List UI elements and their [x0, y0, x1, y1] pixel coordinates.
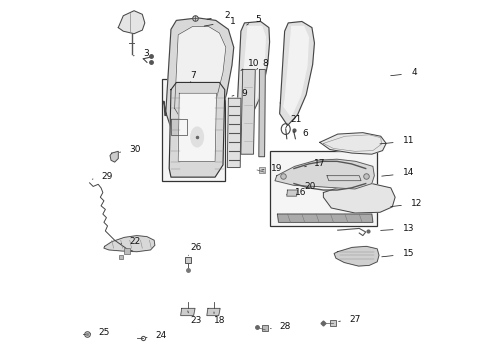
Text: 7: 7 — [190, 71, 196, 80]
Text: 30: 30 — [129, 145, 140, 154]
Text: 9: 9 — [241, 89, 246, 98]
Polygon shape — [178, 93, 216, 161]
Text: 29: 29 — [101, 172, 112, 181]
Text: 12: 12 — [410, 199, 422, 208]
Text: 16: 16 — [294, 188, 305, 197]
Text: 27: 27 — [348, 315, 360, 324]
Polygon shape — [118, 11, 144, 34]
Polygon shape — [206, 309, 220, 316]
Polygon shape — [284, 27, 308, 116]
Text: 5: 5 — [255, 15, 261, 24]
Text: 4: 4 — [410, 68, 416, 77]
Polygon shape — [180, 309, 195, 316]
Polygon shape — [286, 190, 297, 196]
Ellipse shape — [190, 127, 203, 147]
Text: 21: 21 — [290, 114, 301, 123]
Polygon shape — [110, 151, 118, 162]
Polygon shape — [277, 214, 372, 222]
Polygon shape — [227, 98, 241, 167]
Polygon shape — [333, 246, 378, 266]
Polygon shape — [241, 69, 255, 154]
Bar — [162, 79, 224, 181]
Polygon shape — [236, 22, 269, 126]
Text: 19: 19 — [271, 164, 283, 173]
Polygon shape — [163, 18, 233, 134]
Text: 11: 11 — [402, 136, 414, 145]
Text: 1: 1 — [230, 17, 235, 26]
Polygon shape — [104, 235, 155, 252]
Polygon shape — [323, 184, 394, 213]
Text: 22: 22 — [129, 237, 140, 246]
Polygon shape — [274, 159, 373, 189]
Text: 18: 18 — [214, 316, 225, 325]
Text: 2: 2 — [224, 11, 229, 20]
Text: 13: 13 — [402, 224, 414, 233]
Polygon shape — [241, 27, 265, 117]
Text: 24: 24 — [155, 332, 166, 341]
Text: 10: 10 — [247, 59, 259, 68]
Polygon shape — [326, 176, 360, 181]
Text: 20: 20 — [304, 182, 315, 191]
Polygon shape — [174, 27, 225, 126]
Text: 6: 6 — [301, 129, 307, 138]
Text: 3: 3 — [143, 49, 149, 58]
Text: 28: 28 — [279, 322, 290, 331]
Text: 17: 17 — [314, 159, 325, 168]
Text: 15: 15 — [402, 249, 414, 258]
Polygon shape — [169, 82, 224, 177]
Text: 14: 14 — [402, 168, 413, 177]
Polygon shape — [171, 119, 187, 135]
Polygon shape — [319, 133, 386, 154]
Polygon shape — [258, 69, 265, 157]
Text: 25: 25 — [98, 328, 109, 337]
Polygon shape — [279, 22, 314, 126]
Text: 23: 23 — [190, 316, 201, 325]
Text: 26: 26 — [190, 243, 201, 252]
Text: 8: 8 — [262, 59, 267, 68]
Bar — [270, 151, 376, 226]
